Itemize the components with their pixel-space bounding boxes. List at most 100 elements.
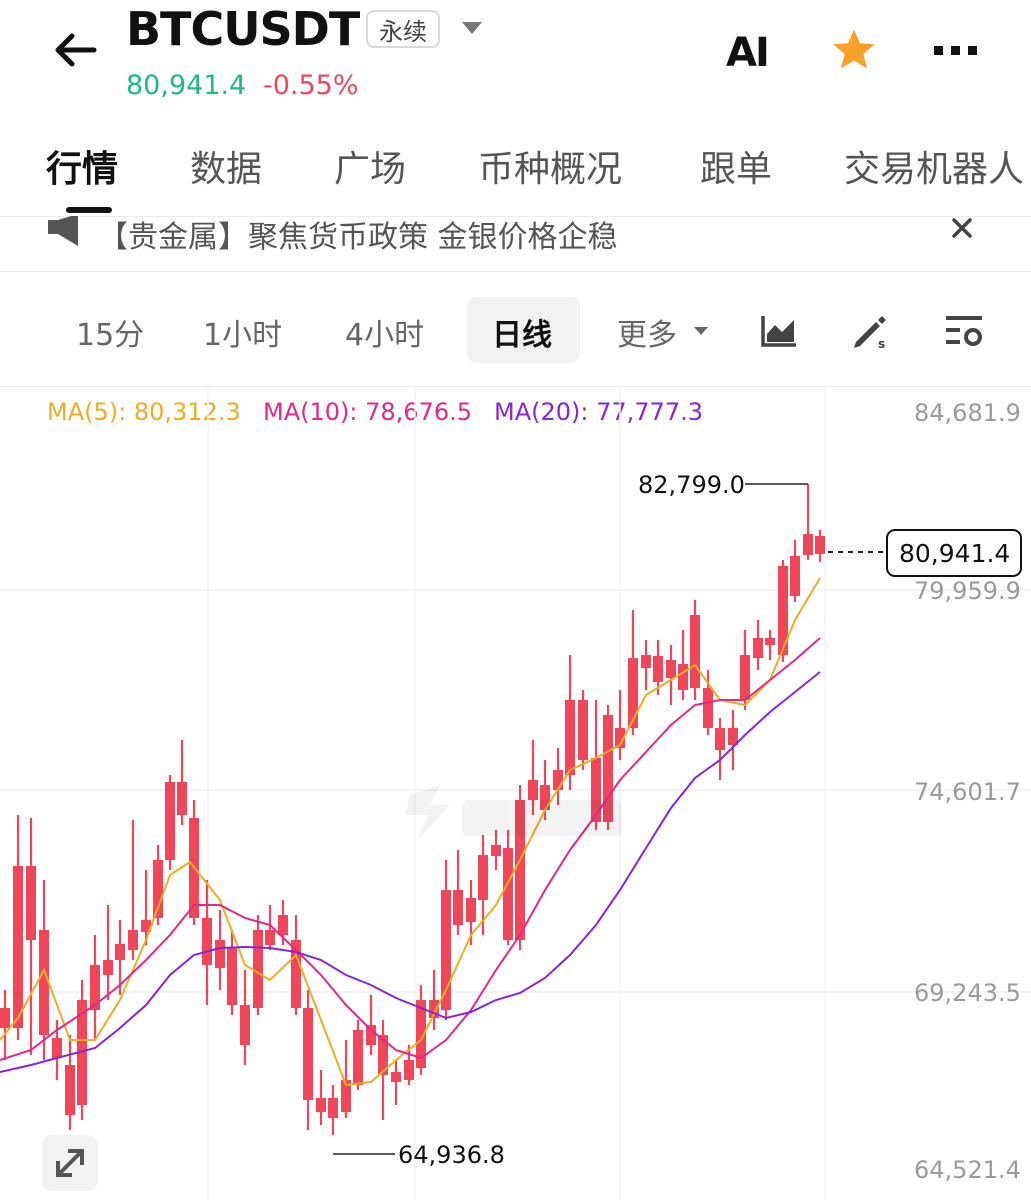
- ma20-line: [0, 671, 821, 1073]
- last-price-label: 80,941.4: [899, 539, 1010, 568]
- ma10-legend: MA(10): 78,676.5: [263, 398, 472, 426]
- ai-icon[interactable]: AI: [726, 30, 770, 76]
- news-divider: [0, 271, 1031, 272]
- candle: [453, 890, 463, 925]
- draw-icon[interactable]: s: [850, 312, 890, 350]
- candle: [416, 1000, 426, 1068]
- y-tick-label: 64,521.4: [914, 1156, 1021, 1184]
- timeframe-1h[interactable]: 1小时: [203, 318, 283, 353]
- high-price-label: 82,799.0: [638, 471, 745, 499]
- candle: [341, 1080, 351, 1112]
- candle: [115, 944, 125, 960]
- tab-coin-overview[interactable]: 币种概况: [478, 149, 623, 190]
- candlestick-chart[interactable]: 82,799.0 64,936.8 80,941.4 84,681.9 79,9…: [0, 388, 1031, 1200]
- candle: [515, 800, 525, 940]
- candle: [328, 1098, 338, 1118]
- candle: [227, 948, 237, 1005]
- ma10-line: [0, 637, 821, 1061]
- candle: [491, 845, 501, 856]
- candle: [653, 656, 663, 682]
- svg-text:s: s: [878, 337, 885, 350]
- candle: [503, 848, 513, 940]
- change-percent: -0.55%: [263, 70, 359, 101]
- candle: [429, 1000, 439, 1018]
- candle: [615, 728, 625, 748]
- candle: [753, 638, 763, 658]
- candle: [628, 658, 638, 728]
- tab-square[interactable]: 广场: [334, 149, 407, 190]
- dropdown-triangle-icon[interactable]: [460, 20, 484, 36]
- candle: [278, 915, 288, 935]
- more-dropdown-icon[interactable]: [693, 326, 709, 336]
- candle: [441, 890, 451, 1010]
- contract-badge: 永续: [366, 10, 440, 48]
- low-price-label: 64,936.8: [398, 1141, 505, 1169]
- candle: [528, 780, 538, 800]
- timeframe-more[interactable]: 更多: [617, 318, 677, 353]
- y-tick-label: 84,681.9: [914, 399, 1021, 427]
- candle: [165, 782, 175, 860]
- candle: [715, 728, 725, 750]
- candle: [291, 940, 301, 1008]
- candle: [52, 1038, 62, 1058]
- close-icon[interactable]: [951, 217, 973, 239]
- expand-icon: [56, 1149, 84, 1177]
- star-icon[interactable]: [830, 26, 878, 74]
- candle: [153, 860, 163, 918]
- settings-icon[interactable]: [944, 313, 984, 349]
- candle: [103, 960, 113, 975]
- candle: [591, 758, 601, 822]
- tab-data[interactable]: 数据: [190, 149, 263, 190]
- candle: [466, 898, 476, 922]
- ma20-legend: MA(20): 77,777.3: [494, 398, 703, 426]
- candle: [303, 1008, 313, 1100]
- watermark: [405, 785, 622, 840]
- candle: [90, 965, 100, 1010]
- expand-button[interactable]: [42, 1135, 98, 1191]
- symbol-title: BTCUSDT: [126, 2, 360, 56]
- timeframe-15m[interactable]: 15分: [76, 318, 145, 353]
- candle: [316, 1098, 326, 1112]
- candle: [740, 655, 750, 700]
- tab-market[interactable]: 行情: [46, 149, 119, 190]
- candle: [728, 728, 738, 745]
- candle: [26, 866, 36, 940]
- candle: [65, 1065, 75, 1115]
- candle: [77, 1000, 87, 1105]
- last-price: 80,941.4: [126, 70, 247, 101]
- candle: [603, 715, 613, 822]
- back-arrow-icon[interactable]: [50, 30, 100, 70]
- candle: [202, 918, 212, 965]
- candle: [240, 1005, 250, 1045]
- candle: [253, 930, 263, 1008]
- candle: [641, 655, 651, 668]
- candle: [690, 615, 700, 688]
- active-tab-indicator: [66, 207, 112, 213]
- candle: [540, 785, 550, 810]
- tab-copy-trade[interactable]: 跟单: [700, 149, 773, 190]
- candle: [215, 940, 225, 968]
- candle: [565, 700, 575, 775]
- candle: [765, 638, 775, 645]
- more-dots-icon[interactable]: [932, 42, 980, 58]
- timeframe-1d[interactable]: 日线: [492, 318, 552, 353]
- candle: [128, 930, 138, 950]
- candle: [378, 1035, 388, 1075]
- candle: [703, 688, 713, 728]
- candle: [0, 1008, 10, 1028]
- candle: [790, 556, 800, 596]
- candle: [666, 660, 676, 678]
- timeframe-active-bg: [467, 297, 580, 363]
- chart-type-icon[interactable]: [760, 314, 798, 348]
- tabs-divider: [0, 216, 1031, 217]
- ma5-line: [0, 577, 821, 1087]
- candle: [778, 566, 788, 655]
- candle: [13, 866, 23, 1028]
- candle: [404, 1060, 414, 1080]
- timeframe-4h[interactable]: 4小时: [345, 318, 425, 353]
- candle: [803, 534, 813, 555]
- candle: [478, 855, 488, 900]
- candle: [678, 664, 688, 690]
- news-ticker-text[interactable]: 【贵金属】聚焦货币政策 金银价格企稳: [98, 220, 618, 255]
- tab-trading-bot[interactable]: 交易机器人: [844, 149, 1025, 190]
